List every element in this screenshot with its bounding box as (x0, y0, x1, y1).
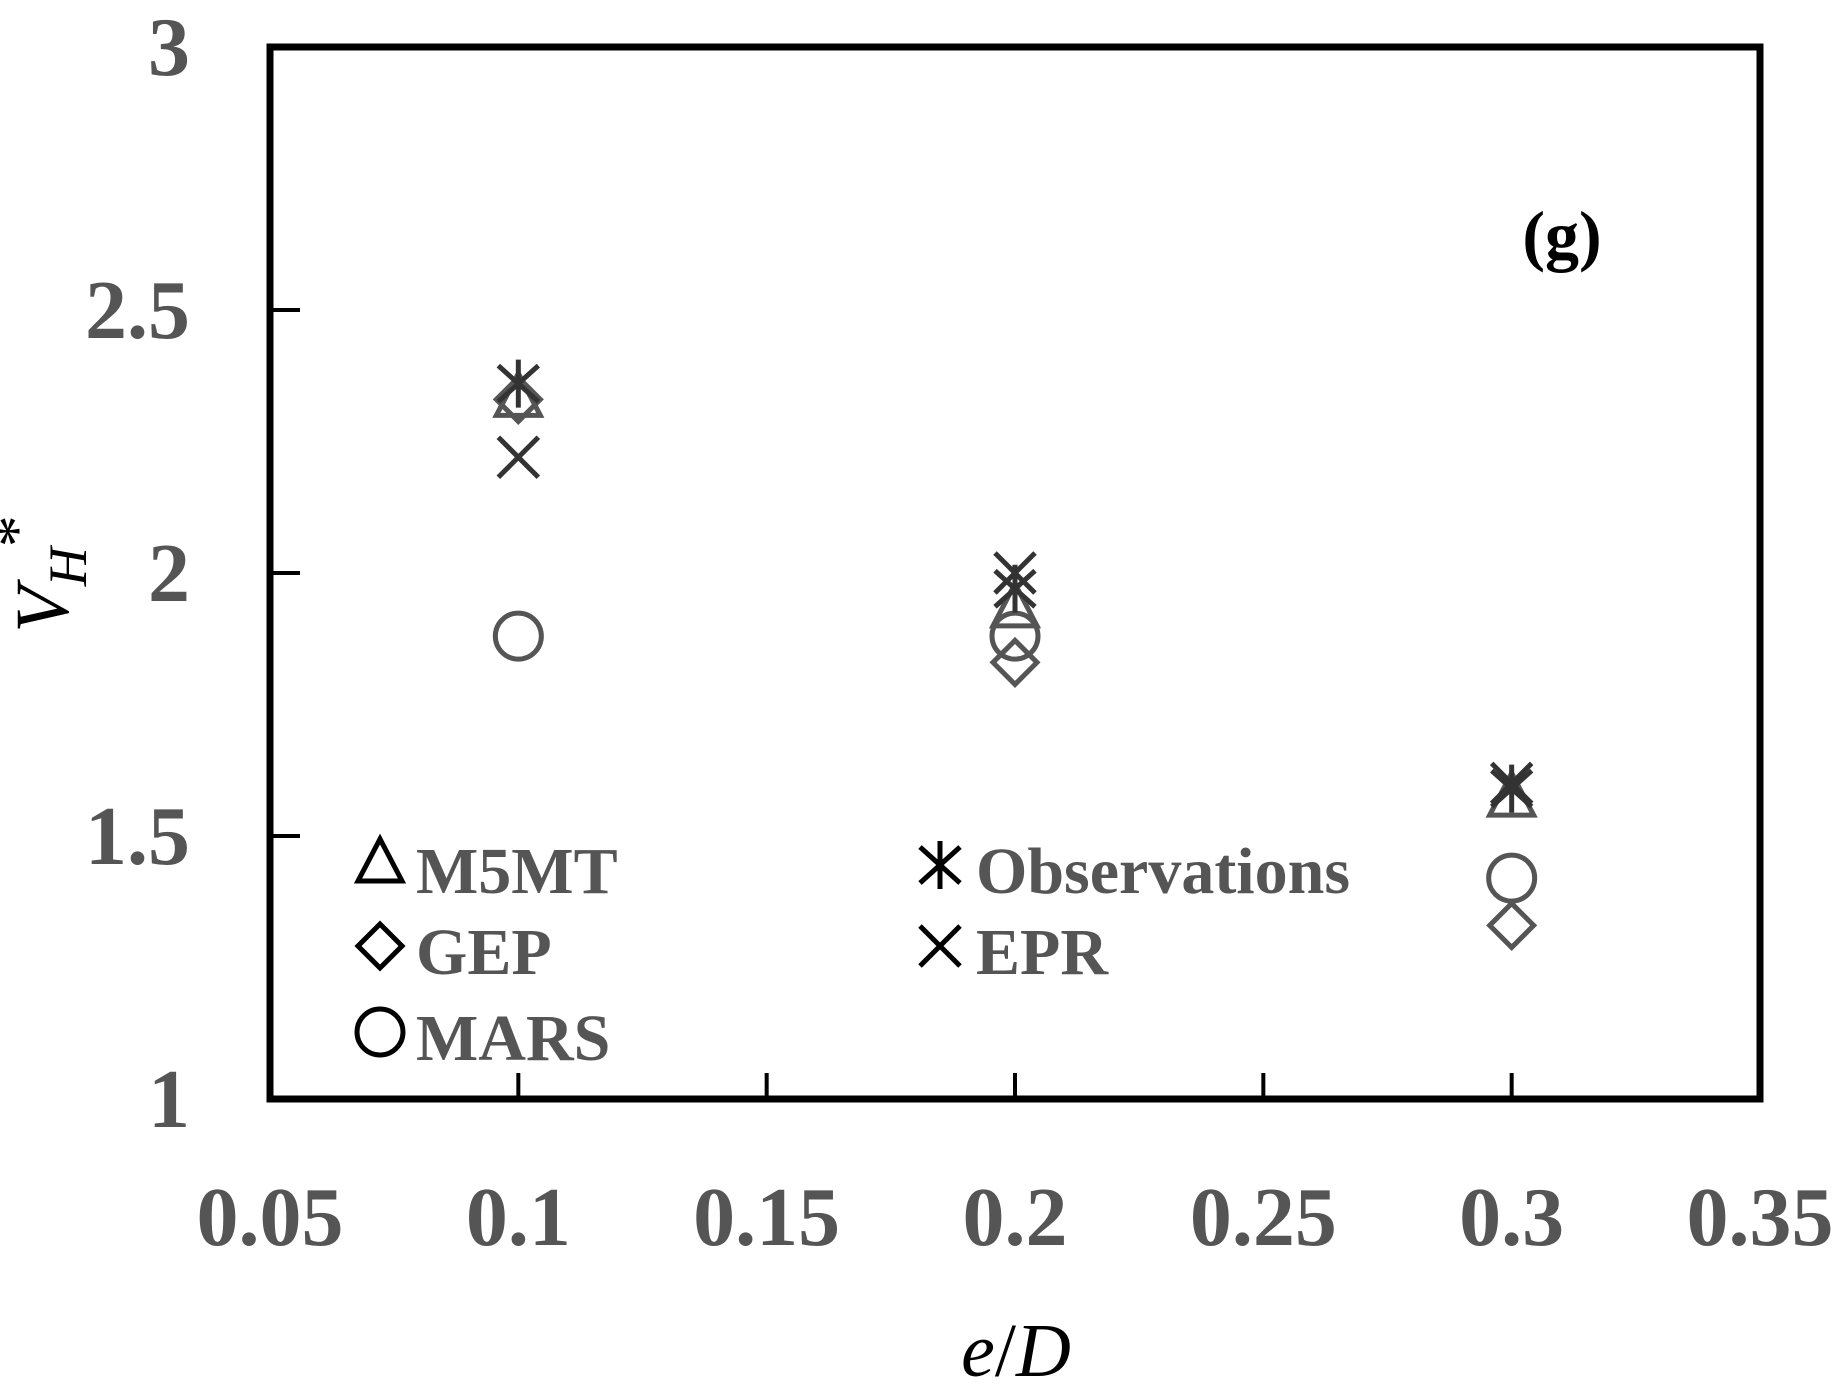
marker-diamond (1486, 899, 1538, 951)
y-tick-label: 3 (148, 1, 190, 94)
legend-marker-triangle (353, 833, 407, 884)
legend-item: GEP (354, 916, 552, 989)
legend-item: MARS (354, 1002, 610, 1075)
x-tick-label: 0.3 (1459, 1171, 1564, 1264)
marker-x (993, 551, 1037, 595)
y-tick-label: 2 (148, 527, 190, 620)
marker-diamond (492, 373, 544, 425)
legend-label: M5MT (416, 835, 618, 908)
legend-marker-asterisk (918, 841, 962, 889)
y-axis-title-main: V (1, 579, 85, 633)
tick-marks (270, 308, 1514, 1099)
marker-x (496, 435, 541, 480)
legend-marker-x (918, 924, 962, 968)
x-axis-title-end: D (1015, 1309, 1071, 1393)
y-tick-label: 1.5 (85, 790, 190, 883)
x-tick-label: 0.05 (197, 1171, 344, 1264)
legend-marker-diamond (354, 920, 406, 972)
y-axis-title-sup: * (0, 515, 52, 547)
legend-label: MARS (416, 1002, 610, 1075)
marker-circle (1486, 852, 1538, 904)
legend-item: Observations (918, 835, 1350, 908)
marker-asterisk (1489, 764, 1534, 813)
marker-circle (492, 610, 544, 662)
x-tick-label: 0.35 (1687, 1171, 1834, 1264)
y-tick-label: 1 (148, 1053, 190, 1146)
data-markers (492, 359, 1538, 951)
legend-item: EPR (918, 916, 1109, 989)
y-axis-title: VH* (0, 515, 98, 632)
x-axis-title-separator: / (995, 1309, 1017, 1393)
x-axis-title-main: e (961, 1309, 995, 1393)
marker-triangle (988, 578, 1042, 629)
legend: M5MT GEP MARS Observations EPR (353, 833, 1350, 1075)
x-tick-labels: 0.05 0.1 0.15 0.2 0.25 0.3 0.35 (197, 1171, 1834, 1264)
marker-diamond (989, 636, 1041, 688)
marker-x (1489, 761, 1534, 806)
legend-label: Observations (976, 835, 1350, 908)
legend-item: M5MT (353, 833, 618, 908)
x-tick-label: 0.1 (466, 1171, 571, 1264)
panel-label: (g) (1522, 197, 1601, 273)
marker-circle (989, 610, 1041, 662)
x-tick-label: 0.25 (1190, 1171, 1337, 1264)
y-tick-labels: 1 1.5 2 2.5 3 (85, 1, 190, 1146)
legend-label: GEP (416, 916, 552, 989)
x-tick-label: 0.15 (693, 1171, 840, 1264)
x-tick-label: 0.2 (963, 1171, 1068, 1264)
legend-marker-circle (354, 1006, 406, 1058)
y-tick-label: 2.5 (85, 264, 190, 357)
y-axis-title-sub: H (38, 544, 98, 587)
legend-label: EPR (976, 916, 1109, 989)
x-axis-title: e/D (961, 1309, 1071, 1393)
marker-asterisk (496, 359, 541, 408)
